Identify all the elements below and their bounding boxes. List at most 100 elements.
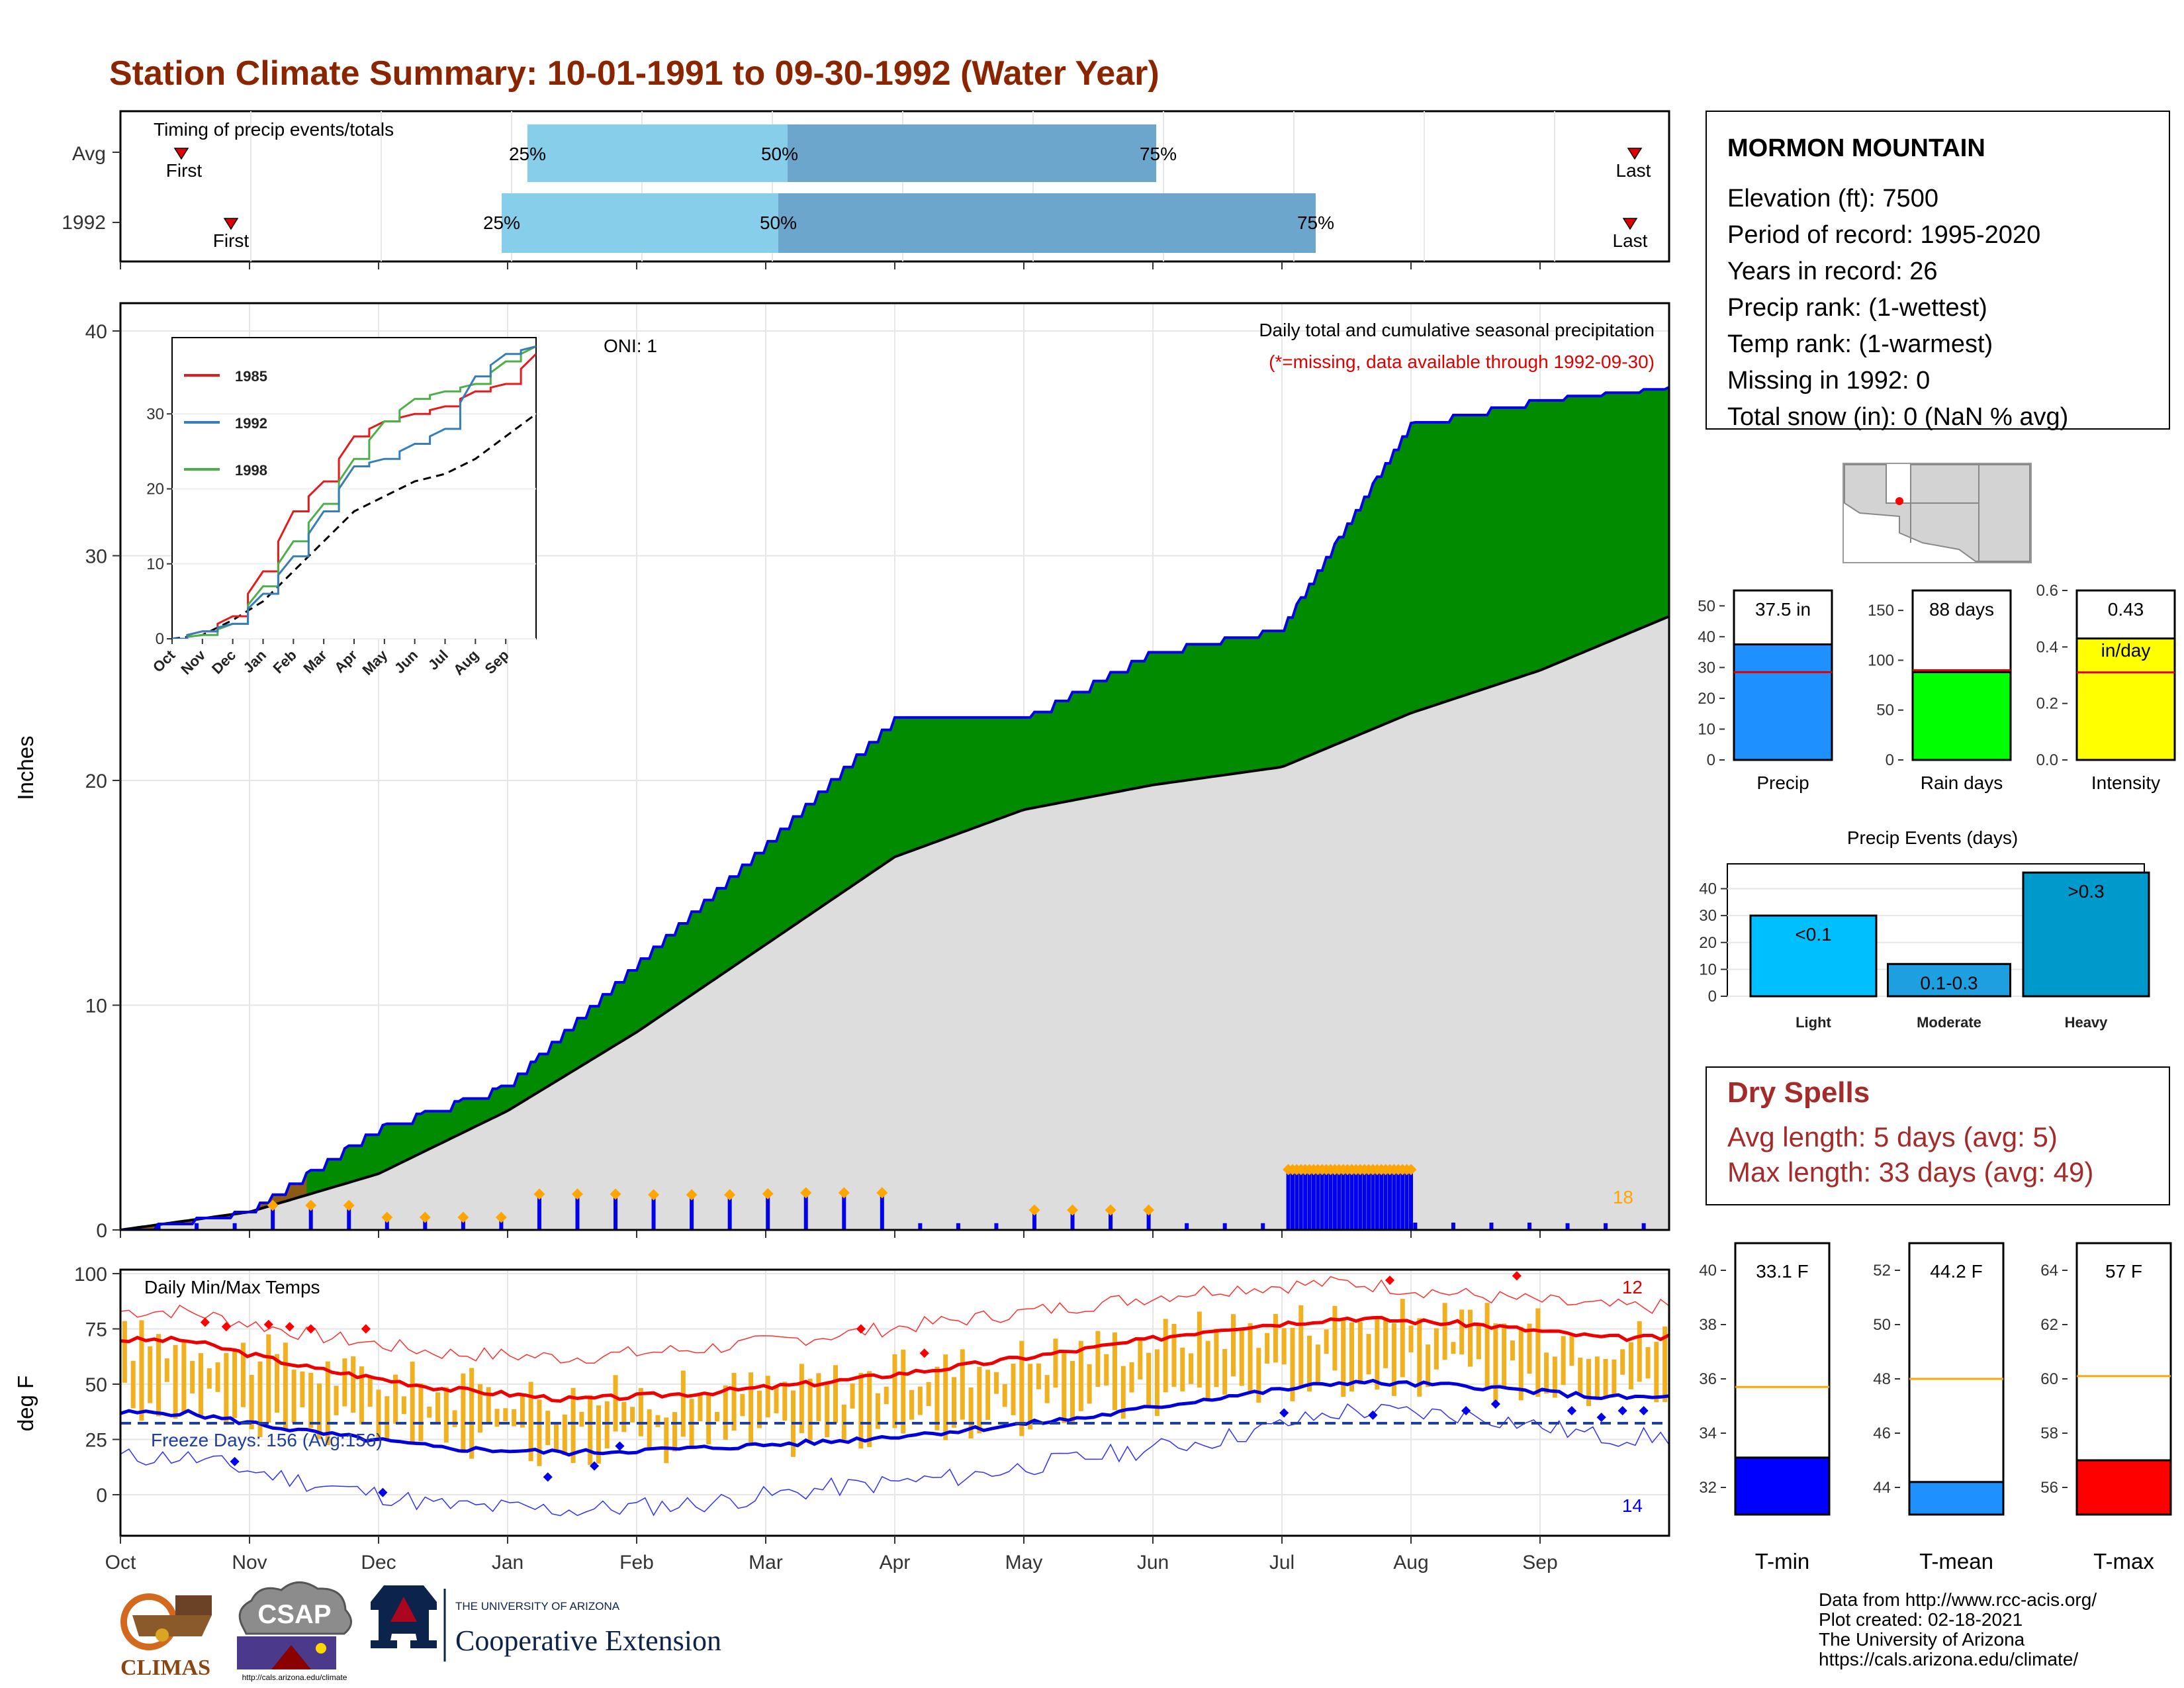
x-tick-oct: Oct	[105, 1552, 136, 1573]
daily-temp-bar	[452, 1410, 457, 1427]
daily-temp-bar	[1544, 1352, 1549, 1394]
daily-temp-bar	[1154, 1349, 1160, 1417]
x-tick-mar: Mar	[749, 1552, 783, 1573]
daily-temp-bar	[1442, 1303, 1447, 1360]
daily-temp-bar	[926, 1382, 931, 1407]
daily-temp-bar	[130, 1360, 136, 1409]
daily-precip-bar	[1565, 1223, 1570, 1230]
daily-temp-bar	[1070, 1360, 1075, 1425]
x-tick-feb: Feb	[619, 1552, 654, 1573]
cold-count: 14	[1622, 1495, 1643, 1516]
daily-temp-bar	[1645, 1347, 1651, 1379]
temp-summary-value: 57 F	[2105, 1261, 2142, 1282]
daily-temp-bar	[351, 1356, 356, 1413]
daily-temp-bar	[257, 1361, 263, 1438]
daily-precip-bar	[1358, 1169, 1363, 1230]
daily-temp-bar	[765, 1376, 770, 1418]
daily-temp-bar	[275, 1354, 280, 1413]
timing-row-1992-label: 1992	[62, 212, 106, 234]
daily-temp-bar	[647, 1409, 652, 1450]
daily-temp-bar	[1510, 1340, 1515, 1361]
daily-temp-bar	[308, 1372, 314, 1429]
daily-temp-bar	[1433, 1328, 1439, 1370]
daily-precip-bar	[842, 1192, 846, 1230]
events-bar-moderate	[1887, 962, 2011, 998]
daily-temp-bar	[917, 1386, 923, 1415]
daily-temp-bar	[435, 1392, 441, 1423]
temp-panel-label: Daily Min/Max Temps	[144, 1277, 320, 1297]
temp-summary-t-min: 33.1 F 32 34 36 38 40 T-min	[1699, 1242, 1831, 1573]
daily-temp-bar	[249, 1375, 254, 1430]
daily-precip-bar	[347, 1205, 351, 1230]
daily-precip-bar	[232, 1223, 237, 1230]
daily-temp-bar	[385, 1396, 390, 1440]
daily-precip-marker	[800, 1187, 812, 1199]
daily-temp-bar	[749, 1372, 754, 1443]
inset-avg-line	[172, 413, 536, 639]
daily-temp-bar	[545, 1411, 551, 1446]
daily-precip-marker	[572, 1188, 583, 1200]
summary-tick: 0.2	[2036, 695, 2058, 713]
daily-temp-bar	[503, 1408, 508, 1422]
record-max-line	[120, 1276, 1669, 1364]
dry-spells-avg: Avg length: 5 days (avg: 5)	[1727, 1121, 2058, 1152]
summary-tick: 100	[1868, 651, 1894, 669]
daily-temp-bar	[190, 1360, 195, 1394]
daily-temp-bar	[1248, 1323, 1253, 1392]
inset-legend-1998: 1998	[235, 462, 267, 479]
daily-precip-marker	[533, 1188, 545, 1200]
precip-y-tick-20: 20	[85, 771, 107, 792]
daily-temp-bar	[909, 1389, 915, 1420]
daily-temp-bar	[512, 1409, 517, 1427]
summary-tick: 0	[1707, 751, 1715, 769]
daily-temp-bar	[494, 1409, 500, 1427]
temp-summary-tick: 40	[1699, 1262, 1717, 1280]
temp-y-tick-100: 100	[74, 1264, 107, 1286]
daily-temp-bar	[148, 1346, 153, 1403]
x-tick-may: May	[1005, 1552, 1043, 1573]
daily-temp-bar	[1451, 1342, 1456, 1354]
temp-summary-label: T-mean	[1919, 1549, 1993, 1573]
credit-url: https://cals.arizona.edu/climate/	[1819, 1649, 2078, 1669]
daily-temp-bar	[613, 1375, 618, 1432]
events-bar-heavy	[2022, 871, 2150, 998]
daily-temp-bar	[884, 1386, 889, 1405]
daily-temp-bar	[1476, 1323, 1481, 1360]
timing-1992-50-75-bar	[778, 193, 1316, 253]
daily-temp-bar	[968, 1387, 974, 1439]
events-bar-light	[1749, 914, 1878, 998]
precip-y-ticks: 0 10 20 30 40	[85, 321, 120, 1242]
daily-precip-bar	[651, 1194, 656, 1230]
inset-1992-line	[172, 345, 536, 639]
daily-temp-bar	[588, 1395, 593, 1465]
daily-temp-bar	[664, 1417, 669, 1464]
locator-map	[1843, 463, 2032, 563]
daily-temp-bar	[774, 1387, 779, 1414]
daily-temp-bar	[206, 1368, 212, 1389]
temp-summary-tick: 58	[2040, 1425, 2058, 1442]
temp-summary-bar	[1734, 1456, 1831, 1516]
daily-precip-bar	[1146, 1209, 1151, 1230]
station-years: Years in record: 26	[1727, 258, 1938, 285]
daily-temp-bar	[672, 1412, 678, 1452]
daily-precip-bar	[1222, 1223, 1227, 1230]
temp-summary-tick: 46	[1873, 1425, 1891, 1442]
temp-summary-tick: 64	[2040, 1262, 2058, 1280]
daily-precip-bar	[727, 1194, 732, 1230]
summary-bar-value	[2075, 637, 2176, 761]
daily-temp-bar	[1138, 1338, 1143, 1380]
temp-y-tick-50: 50	[85, 1374, 107, 1396]
daily-precip-bar	[1286, 1169, 1291, 1230]
daily-temp-bar	[943, 1354, 948, 1440]
temp-summary-tick: 56	[2040, 1479, 2058, 1497]
university-logo: THE UNIVERSITY OF ARIZONA Cooperative Ex…	[371, 1585, 721, 1662]
daily-temp-bar	[1011, 1364, 1016, 1415]
daily-precip-bar	[1109, 1209, 1113, 1230]
summary-tick: 0.4	[2036, 638, 2058, 656]
daily-temp-bar	[1603, 1358, 1608, 1399]
daily-precip-bar	[956, 1223, 960, 1230]
inset-1985-line	[172, 353, 536, 639]
daily-precip-bar	[156, 1223, 161, 1230]
credit-plot-date: Plot created: 02-18-2021	[1819, 1609, 2023, 1630]
daily-temp-bar	[1569, 1335, 1574, 1366]
